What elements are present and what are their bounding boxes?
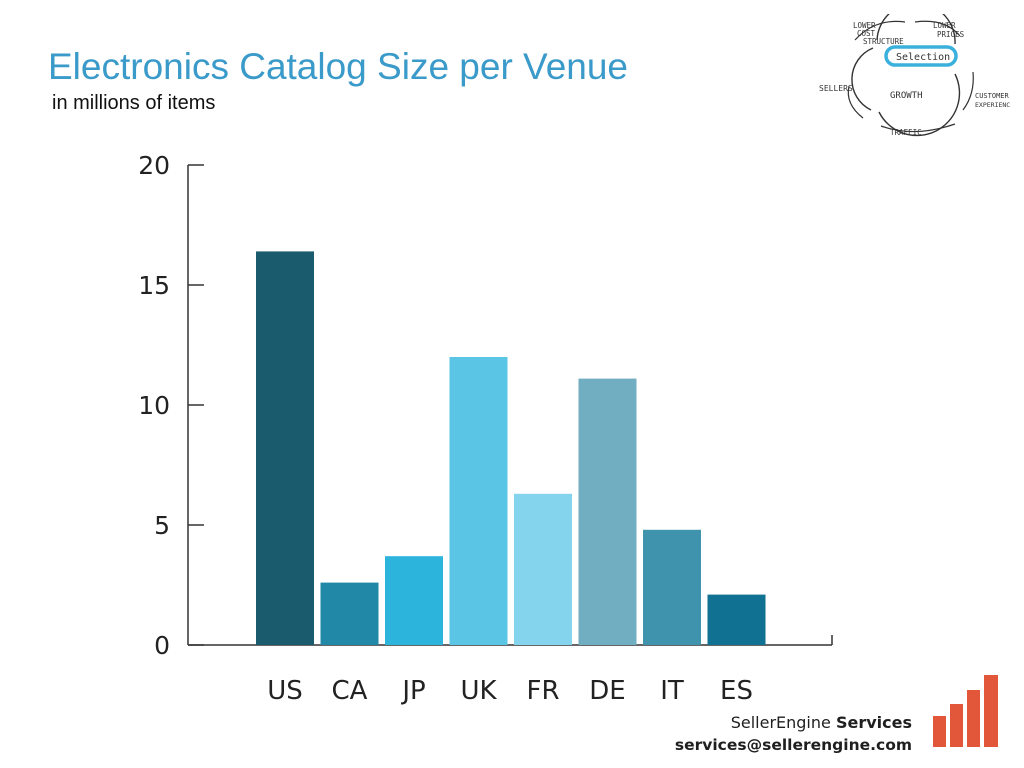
y-tick-label: 15 <box>138 271 170 300</box>
x-tick-label: UK <box>460 676 497 706</box>
y-tick-label: 10 <box>138 391 170 420</box>
x-tick-label: CA <box>332 676 368 706</box>
x-tick-label: JP <box>400 676 425 706</box>
flywheel-label: Selection <box>896 52 950 63</box>
bar-fr <box>514 493 572 645</box>
x-tick-label: FR <box>526 676 559 706</box>
contact-email[interactable]: services@sellerengine.com <box>674 736 912 754</box>
y-tick-label: 0 <box>154 631 170 660</box>
brand-name: SellerEngine <box>730 713 831 732</box>
flywheel-label: PRICES <box>937 30 965 39</box>
bar-de <box>578 378 637 645</box>
bar-uk <box>449 357 508 645</box>
flywheel-label: CUSTOMER <box>975 92 1010 100</box>
flywheel-label: LOWER <box>853 21 876 30</box>
x-tick-label: ES <box>720 676 753 706</box>
flywheel-label: TRAFFIC <box>890 128 922 137</box>
flywheel-label: LOWER <box>933 21 956 30</box>
x-tick-label: DE <box>589 676 625 706</box>
y-tick-label: 20 <box>138 151 170 180</box>
flywheel-label: COST <box>857 29 876 38</box>
chart-title: Electronics Catalog Size per Venue <box>48 46 629 87</box>
flywheel-label: SELLERS <box>819 84 853 93</box>
flywheel-label: EXPERIENCE <box>975 101 1010 109</box>
brand-line: SellerEngine Services <box>675 712 912 734</box>
sellerengine-logo <box>933 675 998 747</box>
flywheel-label: GROWTH <box>890 91 923 101</box>
bar-jp <box>385 556 443 645</box>
x-tick-label: IT <box>660 676 684 706</box>
bar-es <box>707 594 766 645</box>
chart-subtitle: in millions of items <box>52 92 216 114</box>
brand-services: Services <box>835 713 912 732</box>
flywheel-diagram: LOWER COST STRUCTURE LOWER PRICES Select… <box>819 14 1010 137</box>
bar-ca <box>320 582 379 645</box>
y-tick-label: 5 <box>154 511 170 540</box>
footer-contact: SellerEngine Services services@sellereng… <box>675 712 912 756</box>
bar-us <box>256 251 314 645</box>
bar-it <box>643 529 701 645</box>
flywheel-label: STRUCTURE <box>863 37 904 46</box>
x-tick-label: US <box>267 676 303 706</box>
